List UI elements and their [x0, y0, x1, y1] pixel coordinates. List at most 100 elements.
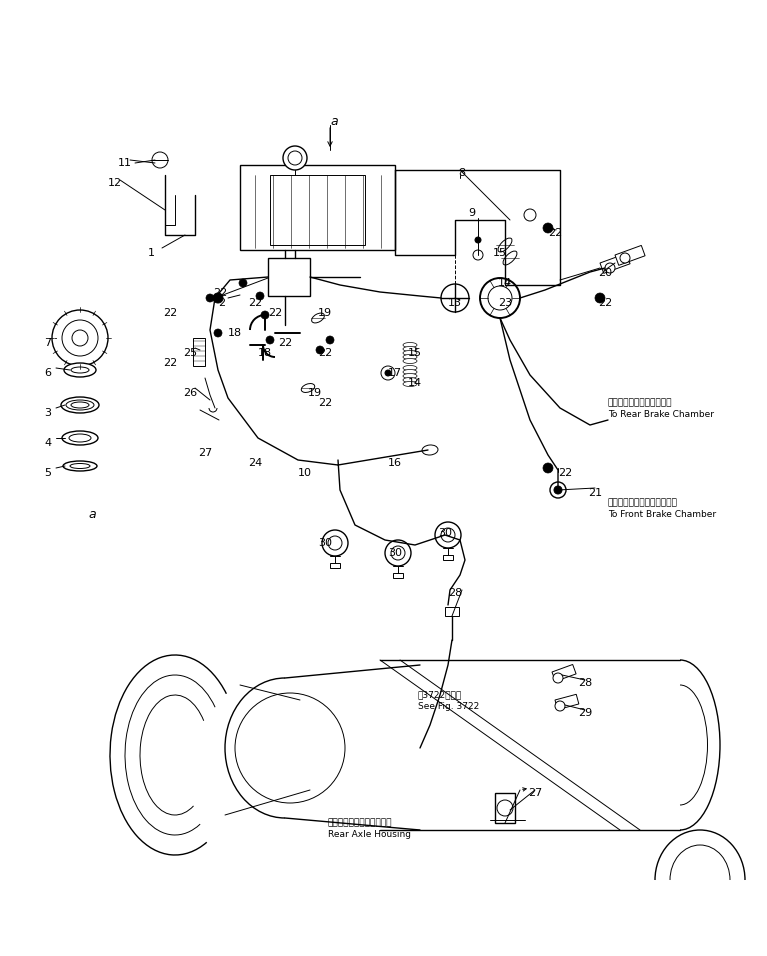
Ellipse shape: [63, 461, 97, 471]
Text: リヤーアクスルハウジング: リヤーアクスルハウジング: [328, 818, 393, 827]
Circle shape: [328, 536, 342, 550]
Text: 29: 29: [578, 708, 592, 718]
Bar: [240, 165, 395, 250]
Ellipse shape: [498, 238, 512, 252]
Text: 22: 22: [548, 228, 562, 238]
Circle shape: [543, 223, 553, 233]
Text: 27: 27: [528, 788, 542, 798]
Ellipse shape: [403, 374, 417, 379]
Ellipse shape: [422, 445, 438, 455]
Circle shape: [620, 253, 630, 263]
Ellipse shape: [301, 383, 314, 393]
Text: 22: 22: [163, 358, 177, 368]
Circle shape: [554, 486, 562, 494]
Bar: [193, 338, 205, 366]
Circle shape: [480, 278, 520, 318]
Circle shape: [488, 286, 512, 310]
Text: 5: 5: [44, 468, 51, 478]
Ellipse shape: [69, 434, 91, 442]
Text: 18: 18: [228, 328, 242, 338]
Circle shape: [288, 151, 302, 165]
Text: 14: 14: [498, 278, 512, 288]
Circle shape: [550, 482, 566, 498]
Ellipse shape: [71, 367, 89, 373]
Bar: [445, 607, 459, 616]
Circle shape: [381, 366, 395, 380]
Text: 12: 12: [108, 178, 122, 188]
Text: 22: 22: [598, 298, 612, 308]
Text: 22: 22: [213, 288, 227, 298]
Circle shape: [261, 311, 269, 319]
Circle shape: [595, 293, 605, 303]
Text: 22: 22: [318, 348, 332, 358]
Text: 14: 14: [408, 378, 422, 388]
Ellipse shape: [403, 365, 417, 371]
Bar: [268, 258, 310, 296]
Ellipse shape: [70, 464, 90, 468]
Circle shape: [391, 546, 405, 560]
Text: a: a: [88, 508, 96, 521]
Text: 4: 4: [44, 438, 51, 448]
Text: 30: 30: [438, 528, 452, 538]
Text: 19: 19: [318, 308, 332, 318]
Circle shape: [524, 209, 536, 221]
Ellipse shape: [403, 346, 417, 352]
Bar: [600, 253, 630, 273]
Bar: [615, 246, 645, 266]
Text: 3: 3: [44, 408, 51, 418]
Ellipse shape: [71, 402, 89, 408]
Text: a: a: [330, 115, 337, 128]
Circle shape: [605, 263, 615, 273]
Bar: [555, 694, 579, 709]
Ellipse shape: [403, 355, 417, 359]
Bar: [393, 573, 403, 578]
Circle shape: [322, 530, 348, 556]
Text: リヤーブレーキチャンバヘ: リヤーブレーキチャンバヘ: [608, 398, 673, 407]
Circle shape: [239, 279, 247, 287]
Circle shape: [266, 336, 274, 344]
Ellipse shape: [403, 381, 417, 386]
Text: Rear Axle Housing: Rear Axle Housing: [328, 830, 411, 839]
Text: 15: 15: [493, 248, 507, 258]
Text: 7: 7: [44, 338, 51, 348]
Circle shape: [441, 284, 469, 312]
Circle shape: [206, 294, 214, 302]
Text: 19: 19: [308, 388, 322, 398]
Ellipse shape: [503, 251, 517, 265]
Text: 1: 1: [148, 248, 155, 258]
Text: 23: 23: [498, 298, 512, 308]
Text: 26: 26: [183, 388, 197, 398]
Circle shape: [497, 800, 513, 816]
Circle shape: [213, 293, 223, 303]
Text: 8: 8: [458, 168, 465, 178]
Text: 27: 27: [198, 448, 212, 458]
Text: 28: 28: [578, 678, 592, 688]
Circle shape: [326, 336, 334, 344]
Text: 30: 30: [318, 538, 332, 548]
Text: 22: 22: [248, 298, 262, 308]
Bar: [443, 555, 453, 560]
Ellipse shape: [403, 370, 417, 375]
Text: See Fig. 3722: See Fig. 3722: [418, 702, 479, 711]
Text: フロントブレーキチャンバヘ: フロントブレーキチャンバヘ: [608, 498, 678, 507]
Circle shape: [475, 237, 481, 243]
Text: 9: 9: [468, 208, 475, 218]
Ellipse shape: [311, 313, 324, 323]
Text: 6: 6: [44, 368, 51, 378]
Text: 15: 15: [408, 348, 422, 358]
Text: 11: 11: [118, 158, 132, 168]
Circle shape: [283, 146, 307, 170]
Circle shape: [543, 463, 553, 473]
Circle shape: [385, 370, 391, 376]
Circle shape: [256, 292, 264, 300]
Text: To Front Brake Chamber: To Front Brake Chamber: [608, 510, 716, 519]
Circle shape: [385, 540, 411, 566]
Text: 第3722図参照: 第3722図参照: [418, 690, 463, 699]
Bar: [495, 793, 515, 823]
Text: 24: 24: [248, 458, 262, 468]
Text: 18: 18: [258, 348, 272, 358]
Bar: [552, 664, 576, 682]
Circle shape: [52, 310, 108, 366]
Circle shape: [441, 528, 455, 542]
Circle shape: [553, 673, 563, 683]
